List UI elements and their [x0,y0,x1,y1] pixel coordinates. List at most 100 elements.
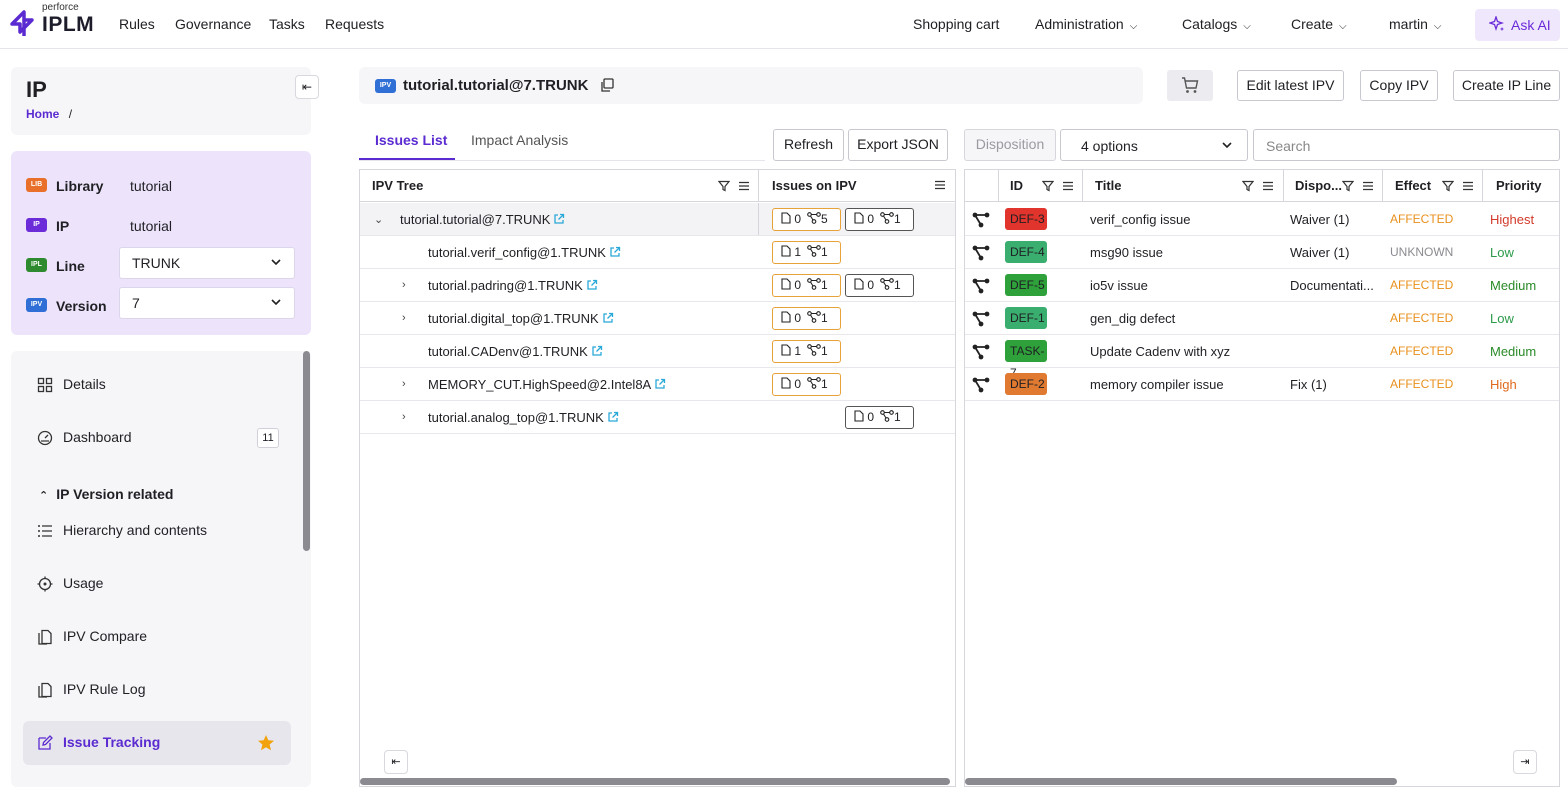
col-effect[interactable]: Effect [1395,178,1432,193]
table-row[interactable]: DEF-4 msg90 issue Waiver (1) UNKNOWN Low [965,236,1559,269]
hierarchy-icon[interactable] [972,377,990,393]
disposition-button[interactable]: Disposition [964,129,1056,161]
sidebar-scrollbar[interactable] [303,351,310,551]
star-icon[interactable] [257,734,275,752]
nav-governance[interactable]: Governance [175,16,252,32]
version-select[interactable]: 7 [119,287,295,319]
chevron-right-icon[interactable]: › [402,279,406,291]
issue-id-tag[interactable]: DEF-1 [1005,307,1047,329]
nav-tasks[interactable]: Tasks [269,16,305,32]
issues-horizontal-scrollbar[interactable] [965,778,1397,785]
ask-ai-button[interactable]: Ask AI [1475,9,1560,41]
col-ipv-tree[interactable]: IPV Tree [372,178,424,193]
hierarchy-icon[interactable] [972,344,990,360]
table-row[interactable]: DEF-5 io5v issue Documentati... AFFECTED Med… [965,269,1559,302]
table-row[interactable]: DEF-1 gen_dig defect AFFECTED Low [965,302,1559,335]
filter-icon[interactable] [1441,180,1455,192]
column-menu-icon[interactable] [738,180,750,192]
create-ip-line-button[interactable]: Create IP Line [1453,70,1560,101]
sidebar-item-hierarchy[interactable]: Hierarchy and contents [23,509,291,553]
chevron-down-icon[interactable]: ⌄ [374,214,384,226]
sidebar-item-rule-log[interactable]: IPV Rule Log [23,668,291,712]
external-link-icon[interactable] [586,279,598,291]
breadcrumb-home-link[interactable]: Home [26,107,60,121]
expand-right-button[interactable]: ⇥ [1513,750,1537,774]
edit-latest-ipv-button[interactable]: Edit latest IPV [1237,70,1344,101]
export-json-button[interactable]: Export JSON [848,129,948,161]
column-menu-icon[interactable] [1362,180,1374,192]
chevron-right-icon[interactable]: › [402,312,406,324]
table-row[interactable]: TASK-7 Update Cadenv with xyz AFFECTED Medi… [965,335,1559,380]
nav-create[interactable]: Create ⌵ [1291,16,1347,32]
chevron-right-icon[interactable]: › [402,378,406,390]
issue-id-tag[interactable]: DEF-4 [1005,241,1047,263]
external-link-icon[interactable] [607,411,619,423]
external-link-icon[interactable] [553,213,565,225]
external-link-icon[interactable] [654,378,666,390]
line-select[interactable]: TRUNK [119,247,295,279]
sidebar-item-issue-tracking[interactable]: Issue Tracking [23,721,291,765]
sidebar-item-details[interactable]: Details [23,363,291,407]
tab-issues-list[interactable]: Issues List [375,132,448,148]
collapse-left-button[interactable]: ⇤ [384,750,408,774]
filter-icon[interactable] [1241,180,1255,192]
col-issues-on-ipv[interactable]: Issues on IPV [772,178,857,193]
hierarchy-icon[interactable] [972,311,990,327]
tab-impact-analysis[interactable]: Impact Analysis [471,132,569,148]
issue-id-tag[interactable]: DEF-2 [1005,373,1047,395]
table-row[interactable]: DEF-2 memory compiler issue Fix (1) AFFECTE… [965,368,1559,401]
chevron-right-icon[interactable]: › [402,411,406,423]
copy-ipv-button[interactable]: Copy IPV [1360,70,1438,101]
nav-catalogs[interactable]: Catalogs ⌵ [1182,16,1251,32]
hierarchy-icon[interactable] [972,212,990,228]
nav-administration[interactable]: Administration ⌵ [1035,16,1137,32]
tree-horizontal-scrollbar[interactable] [360,778,950,785]
refresh-button[interactable]: Refresh [773,129,844,161]
filter-icon[interactable] [1041,180,1055,192]
col-disposition[interactable]: Dispo... [1295,178,1342,193]
column-menu-icon[interactable] [1262,180,1274,192]
col-id[interactable]: ID [1010,178,1023,193]
hierarchy-icon[interactable] [972,278,990,294]
col-priority[interactable]: Priority [1496,178,1542,193]
search-input[interactable]: Search [1253,129,1560,161]
external-link-icon[interactable] [591,345,603,357]
issue-id-tag[interactable]: DEF-5 [1005,274,1047,296]
sidebar-item-ipv-compare[interactable]: IPV Compare [23,615,291,659]
nav-shopping-cart[interactable]: Shopping cart [913,16,1000,32]
external-link-icon[interactable] [609,246,621,258]
copy-icon[interactable] [600,78,614,92]
issue-id-tag[interactable]: TASK-7 [1005,340,1047,380]
table-row[interactable]: DEF-3 verif_config issue Waiver (1) AFFECTE… [965,203,1559,236]
sidebar-item-dashboard[interactable]: Dashboard 11 [23,416,291,460]
nav-rules[interactable]: Rules [119,16,155,32]
cart-button[interactable] [1167,70,1213,101]
issue-id-tag[interactable]: DEF-3 [1005,208,1047,230]
iplm-logo[interactable]: perforce IPLM [10,2,100,44]
external-link-icon[interactable] [602,312,614,324]
collapse-sidebar-button[interactable]: ⇤ [295,75,319,99]
sidebar-item-usage[interactable]: Usage [23,562,291,606]
options-select[interactable]: 4 options [1060,129,1248,161]
col-title[interactable]: Title [1095,178,1122,193]
filter-icon[interactable] [717,180,731,192]
sidebar-group-ipv-related[interactable]: ⌃ IP Version related [39,486,173,502]
column-menu-icon[interactable] [1062,180,1074,192]
user-menu[interactable]: martin ⌵ [1389,16,1442,32]
nav-requests[interactable]: Requests [325,16,385,32]
hierarchy-icon[interactable] [972,245,990,261]
